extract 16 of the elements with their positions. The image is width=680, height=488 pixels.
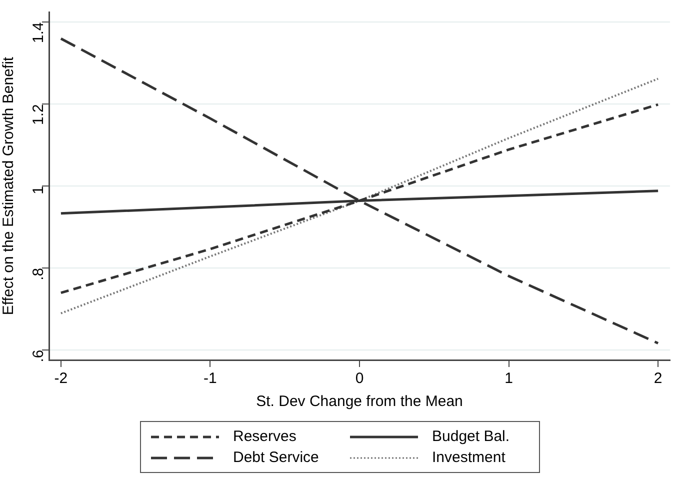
y-tick-label: 1 bbox=[30, 186, 48, 194]
y-tick-label: 1.2 bbox=[30, 104, 48, 125]
legend-label: Reserves bbox=[233, 428, 296, 445]
legend-label: Budget Bal. bbox=[432, 428, 510, 445]
y-tick-label: .6 bbox=[30, 350, 48, 362]
x-tick-label: -1 bbox=[204, 370, 217, 388]
x-tick-label: 0 bbox=[355, 370, 364, 388]
x-tick-label: 1 bbox=[504, 370, 513, 388]
legend-label: Investment bbox=[432, 449, 506, 466]
y-tick-label: 1.4 bbox=[30, 22, 48, 44]
x-tick-label: -2 bbox=[54, 370, 68, 388]
y-tick-label: .8 bbox=[30, 268, 48, 280]
x-axis-title: St. Dev Change from the Mean bbox=[256, 393, 463, 410]
legend-label: Debt Service bbox=[233, 449, 319, 466]
y-axis-title: Effect on the Estimated Growth Benefit bbox=[0, 56, 18, 316]
x-tick-label: 2 bbox=[654, 370, 662, 388]
